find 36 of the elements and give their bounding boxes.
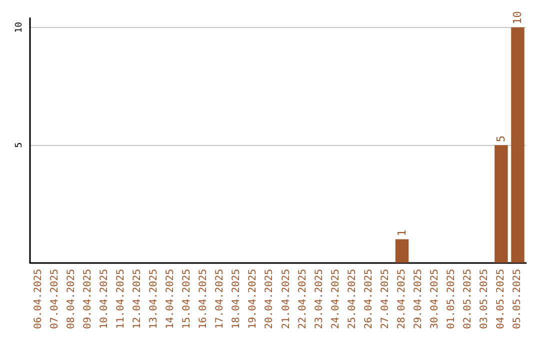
x-tick-label: 16.04.2025 (198, 268, 210, 330)
x-tick-label: 05.05.2025 (512, 268, 524, 330)
x-tick-label: 12.04.2025 (132, 268, 143, 330)
x-tick-label: 13.04.2025 (148, 268, 160, 330)
x-tick-label: 19.04.2025 (248, 268, 259, 330)
bar (511, 27, 524, 263)
x-tick-label: 26.04.2025 (363, 268, 374, 330)
x-tick-label: 30.04.2025 (430, 268, 441, 330)
x-tick-label: 22.04.2025 (297, 268, 308, 330)
x-tick-label: 10.04.2025 (98, 268, 110, 330)
x-tick-label: 08.04.2025 (66, 268, 77, 330)
bar (494, 145, 508, 263)
x-tick-label: 14.04.2025 (165, 268, 176, 330)
x-tick-label: 27.04.2025 (380, 268, 391, 330)
x-tick-label: 03.05.2025 (479, 268, 490, 330)
x-tick-label: 21.04.2025 (280, 268, 292, 330)
x-tick-label: 17.04.2025 (214, 268, 226, 330)
x-tick-label: 20.04.2025 (264, 268, 276, 330)
data-label: 1 (396, 230, 408, 236)
x-tick-label: 06.04.2025 (32, 268, 44, 330)
x-tick-label: 25.04.2025 (346, 268, 358, 330)
x-tick-label: 04.05.2025 (496, 268, 507, 330)
x-tick-label: 09.04.2025 (82, 268, 94, 330)
x-tick-label: 01.05.2025 (446, 268, 458, 330)
x-tick-label: 23.04.2025 (314, 268, 325, 330)
x-tick-label: 02.05.2025 (462, 268, 474, 330)
x-tick-label: 15.04.2025 (182, 268, 193, 330)
x-tick-label: 29.04.2025 (413, 268, 424, 330)
data-label: 5 (494, 135, 508, 142)
x-tick-label: 24.04.2025 (330, 268, 342, 330)
x-tick-label: 18.04.2025 (231, 268, 242, 330)
x-tick-label: 11.04.2025 (115, 268, 126, 330)
bar (395, 239, 409, 263)
x-tick-label: 28.04.2025 (396, 268, 408, 330)
x-tick-label: 07.04.2025 (49, 268, 60, 330)
data-label: 10 (511, 11, 524, 24)
